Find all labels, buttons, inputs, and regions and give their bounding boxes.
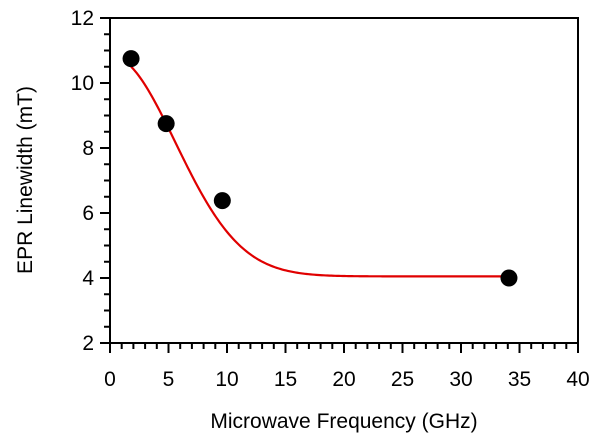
fit-layer [130,65,509,278]
y-axis-ticks: 2 4 6 8 10 12 [71,7,110,355]
x-tick-label: 15 [274,368,297,391]
points-layer [122,50,518,287]
x-tick-label: 5 [163,368,175,391]
y-tick-label: 10 [71,72,94,95]
y-tick-label: 4 [82,267,94,290]
x-tick-label: 25 [391,368,414,391]
data-point [157,115,175,133]
plot-frame [109,17,579,344]
data-point [213,192,231,210]
x-tick-label: 40 [566,368,589,391]
x-axis-label: Microwave Frequency (GHz) [210,410,477,433]
x-tick-label: 0 [104,368,116,391]
y-tick-label: 6 [82,202,94,225]
fit-curve [130,65,509,278]
y-axis-label: EPR Linewidth (mT) [14,86,37,274]
x-axis-ticks: 0 5 10 15 20 25 30 35 40 [104,343,590,391]
y-tick-label: 2 [82,332,94,355]
y-tick-label: 12 [71,7,94,30]
data-point [122,50,140,68]
x-tick-label: 30 [449,368,472,391]
x-tick-label: 35 [508,368,531,391]
x-tick-label: 20 [332,368,355,391]
data-point [500,269,518,287]
x-tick-label: 10 [215,368,238,391]
y-tick-label: 8 [82,137,94,160]
